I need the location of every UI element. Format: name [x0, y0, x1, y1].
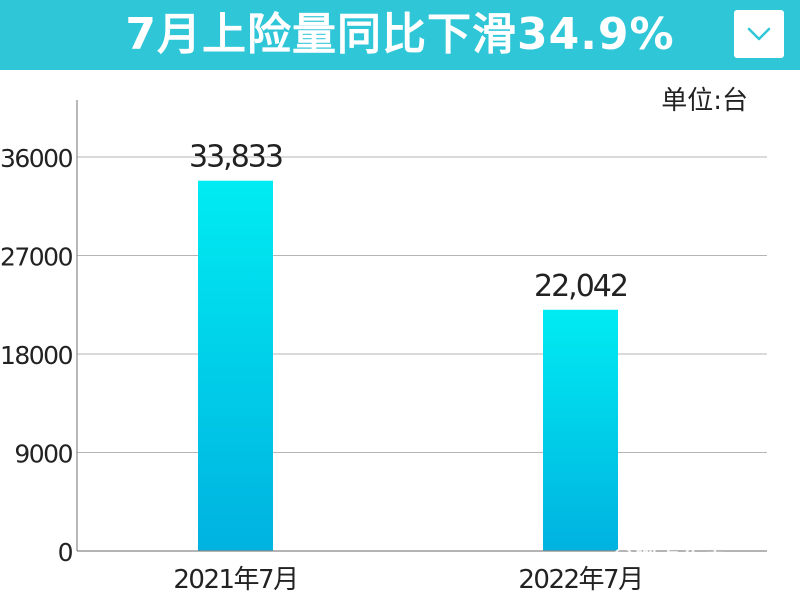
y-tick-label: 36000 — [0, 144, 73, 173]
dropdown-button[interactable] — [734, 10, 784, 58]
data-label: 33,833 — [189, 140, 282, 175]
data-label: 22,042 — [534, 269, 627, 304]
bar — [198, 180, 273, 551]
bar — [543, 309, 618, 551]
title-banner: 7月上险量同比下滑34.9% — [0, 0, 800, 70]
y-tick-label: 27000 — [0, 243, 73, 272]
unit-label: 单位:台 — [661, 86, 748, 116]
y-tick-label: 9000 — [14, 440, 72, 469]
y-tick-label: 0 — [58, 538, 73, 567]
watermark-logo: @网上车市 — [612, 544, 728, 569]
x-tick-label: 2022年7月 — [518, 565, 642, 595]
x-tick-label: 2021年7月 — [173, 565, 297, 595]
y-tick-label: 18000 — [0, 341, 73, 370]
chart-title: 7月上险量同比下滑34.9% — [125, 9, 675, 60]
chevron-down-icon — [747, 27, 771, 41]
